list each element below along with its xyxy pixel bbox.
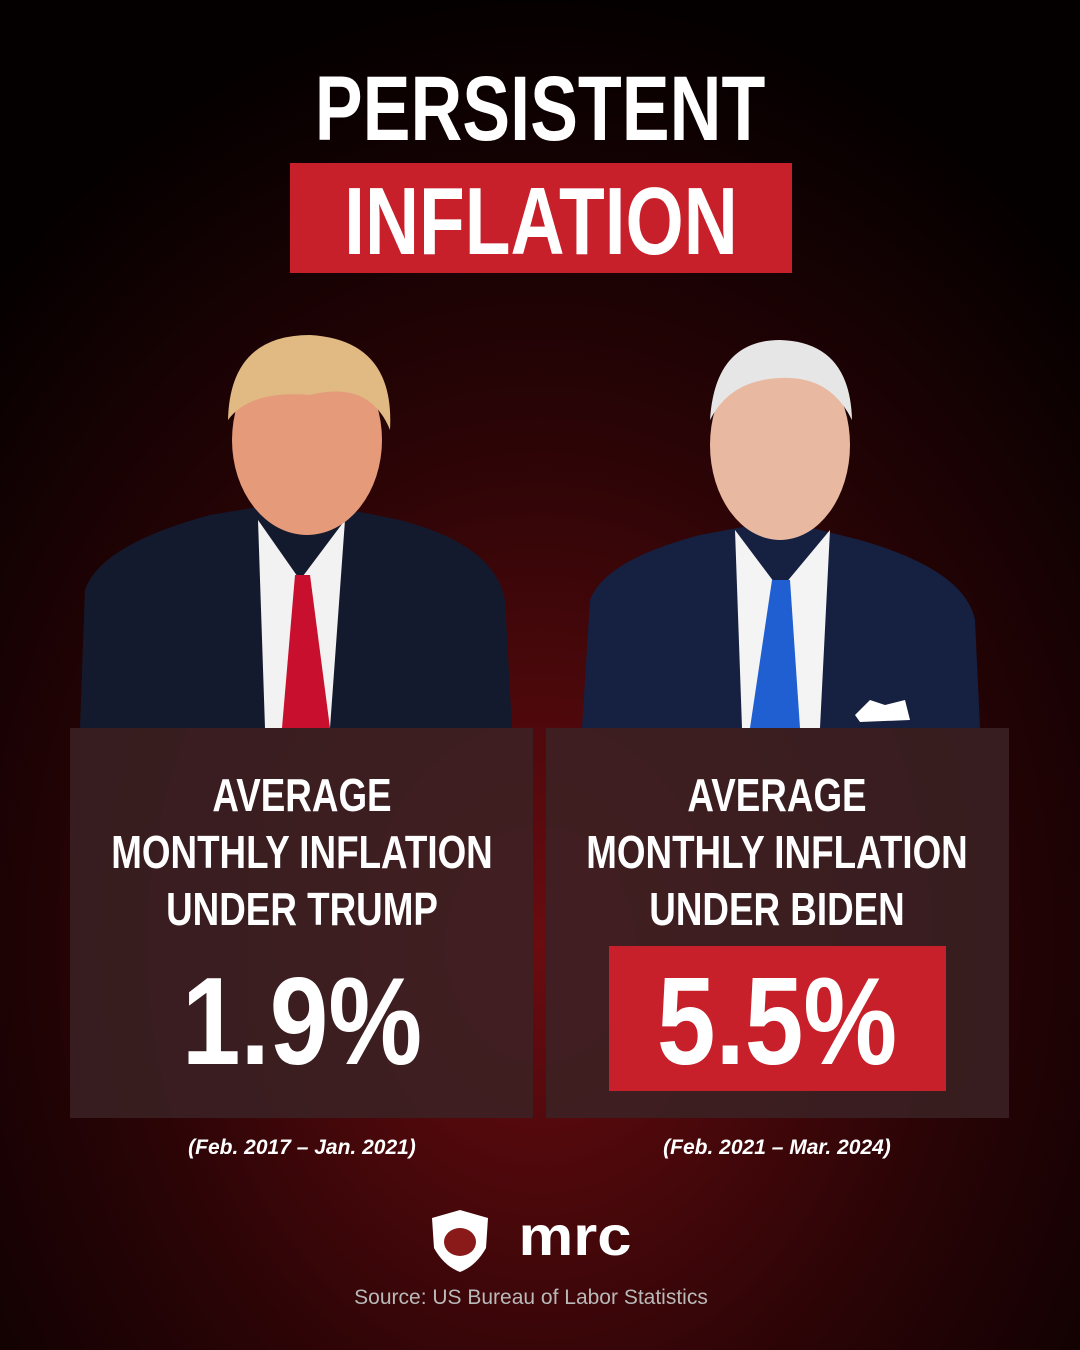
label-group: MONTHLY INFLATION xyxy=(111,826,492,878)
panel-value: 1.9% xyxy=(182,953,422,1091)
panel-period: (Feb. 2017 – Jan. 2021) xyxy=(188,1136,416,1159)
label-group: UNDER BIDEN xyxy=(649,883,904,935)
panel-label: UNDER BIDEN xyxy=(649,883,904,935)
panel-label: MONTHLY INFLATION xyxy=(111,826,492,878)
label-group: UNDER TRUMP xyxy=(166,883,438,935)
value-group: 5.5% xyxy=(657,953,897,1091)
title-line: PERSISTENT xyxy=(315,57,766,160)
panel-label: AVERAGE xyxy=(212,769,391,821)
title-line: INFLATION xyxy=(344,168,738,275)
value-highlight xyxy=(609,946,946,1091)
title-highlight xyxy=(290,163,792,273)
logo-text: mrc xyxy=(519,1206,632,1268)
panel-label: AVERAGE xyxy=(687,769,866,821)
panel xyxy=(70,728,533,1118)
source: Source: US Bureau of Labor Statistics xyxy=(354,1286,708,1309)
value-group: 1.9% xyxy=(182,953,422,1091)
label-group: AVERAGE xyxy=(687,769,866,821)
label-group: MONTHLY INFLATION xyxy=(586,826,967,878)
portrait-right xyxy=(582,340,980,728)
panel-label: UNDER TRUMP xyxy=(166,883,438,935)
panel-label: MONTHLY INFLATION xyxy=(586,826,967,878)
portrait-left xyxy=(80,335,512,728)
logo: mrc xyxy=(432,1206,631,1272)
panel-value: 5.5% xyxy=(657,953,897,1091)
label-group: AVERAGE xyxy=(212,769,391,821)
panel-period: (Feb. 2021 – Mar. 2024) xyxy=(663,1136,891,1159)
